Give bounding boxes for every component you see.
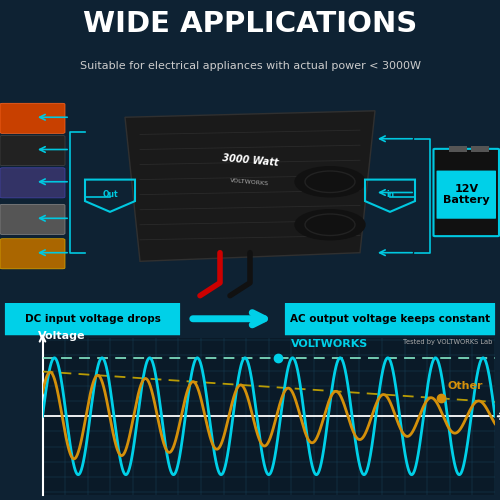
Text: in: in xyxy=(386,190,394,199)
Circle shape xyxy=(295,166,365,197)
Text: 3000 Watt: 3000 Watt xyxy=(222,153,278,168)
Text: Voltage: Voltage xyxy=(38,331,86,341)
FancyBboxPatch shape xyxy=(471,146,489,152)
FancyBboxPatch shape xyxy=(0,104,65,134)
FancyBboxPatch shape xyxy=(436,170,496,218)
FancyBboxPatch shape xyxy=(0,168,65,198)
Circle shape xyxy=(295,210,365,240)
FancyBboxPatch shape xyxy=(0,136,65,166)
Text: Other: Other xyxy=(448,381,483,391)
FancyBboxPatch shape xyxy=(434,149,499,236)
FancyBboxPatch shape xyxy=(5,303,180,335)
FancyBboxPatch shape xyxy=(0,238,65,269)
FancyBboxPatch shape xyxy=(448,146,466,152)
Text: 12V
Battery: 12V Battery xyxy=(443,184,490,206)
Text: AC output voltage keeps constant: AC output voltage keeps constant xyxy=(290,314,490,324)
FancyBboxPatch shape xyxy=(0,204,65,234)
Text: Tested by VOLTWORKS Lab: Tested by VOLTWORKS Lab xyxy=(404,339,492,345)
Polygon shape xyxy=(125,111,375,262)
Text: WIDE APPLICATIONS: WIDE APPLICATIONS xyxy=(83,10,417,38)
Text: Suitable for electrical appliances with actual power < 3000W: Suitable for electrical appliances with … xyxy=(80,62,420,72)
Text: Out: Out xyxy=(102,190,118,199)
Text: VOLTWORKS: VOLTWORKS xyxy=(230,178,270,186)
Text: VOLTWORKS: VOLTWORKS xyxy=(292,338,368,348)
FancyBboxPatch shape xyxy=(285,303,495,335)
Text: DC input voltage drops: DC input voltage drops xyxy=(24,314,160,324)
